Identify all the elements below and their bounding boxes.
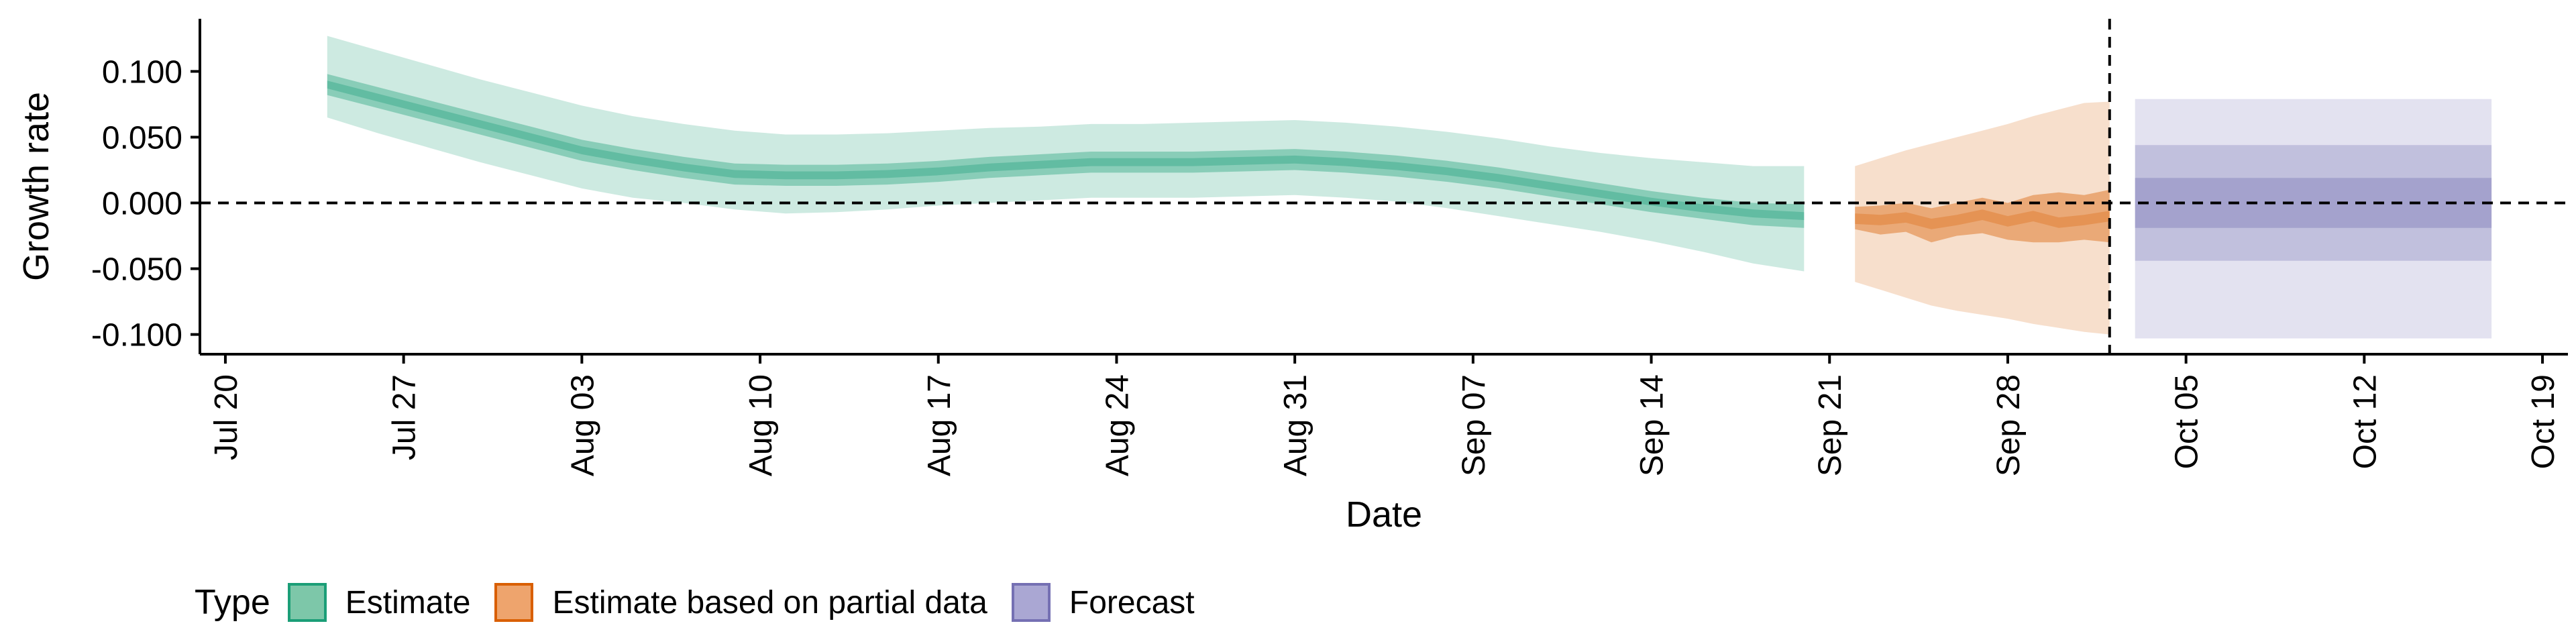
forecast-band-90 [2135, 99, 2492, 339]
x-tick-label: Jul 27 [387, 374, 423, 460]
y-axis-title: Growth rate [16, 92, 56, 281]
legend-item-estimate: Estimate [287, 583, 471, 622]
partial-band-50 [1855, 189, 2110, 243]
legend-swatch-forecast [1011, 583, 1051, 622]
estimate-median-band [327, 80, 1805, 220]
legend-label-estimate: Estimate [345, 584, 471, 621]
y-tick-label: 0.000 [102, 186, 182, 222]
ribbon-layer [327, 36, 2492, 339]
x-tick-label: Oct 12 [2347, 374, 2383, 469]
legend: Type Estimate Estimate based on partial … [195, 578, 1219, 627]
x-tick-label: Aug 24 [1099, 374, 1135, 476]
legend-label-partial: Estimate based on partial data [552, 584, 987, 621]
axes-layer: 0.100 0.050 0.000 -0.050 -0.100 Jul 20 Jul 27 A… [91, 19, 2568, 476]
x-tick-label: Sep 07 [1456, 374, 1492, 476]
forecast-band-50 [2135, 178, 2492, 228]
x-tick-label: Aug 03 [565, 374, 600, 476]
x-tick-label: Oct 19 [2526, 374, 2561, 469]
legend-swatch-estimate [287, 583, 327, 622]
y-tick-label: -0.100 [91, 318, 182, 354]
y-tick-label: 0.100 [102, 54, 182, 90]
partial-median-band [1855, 209, 2110, 229]
forecast-band-75 [2135, 145, 2492, 261]
legend-swatch-partial [494, 583, 534, 622]
x-tick-label: Oct 05 [2169, 374, 2205, 469]
x-tick-label: Aug 10 [743, 374, 779, 476]
estimate-band-90 [327, 36, 1805, 272]
axis-labels: Date Growth rate [16, 92, 1422, 535]
x-tick-label: Aug 17 [922, 374, 957, 476]
x-tick-label: Sep 28 [1991, 374, 2027, 476]
legend-item-forecast: Forecast [1011, 583, 1195, 622]
reference-lines [200, 19, 2568, 354]
legend-item-partial: Estimate based on partial data [494, 583, 987, 622]
y-tick-label: 0.050 [102, 120, 182, 156]
x-tick-label: Sep 14 [1635, 374, 1670, 476]
x-tick-label: Jul 20 [209, 374, 244, 460]
x-tick-label: Sep 21 [1813, 374, 1848, 476]
legend-label-forecast: Forecast [1069, 584, 1195, 621]
x-axis-title: Date [1346, 494, 1422, 535]
legend-title: Type [195, 583, 270, 622]
y-tick-label: -0.050 [91, 252, 182, 288]
estimate-band-50 [327, 74, 1805, 228]
x-tick-label: Aug 31 [1278, 374, 1313, 476]
partial-band-90 [1855, 101, 2110, 335]
